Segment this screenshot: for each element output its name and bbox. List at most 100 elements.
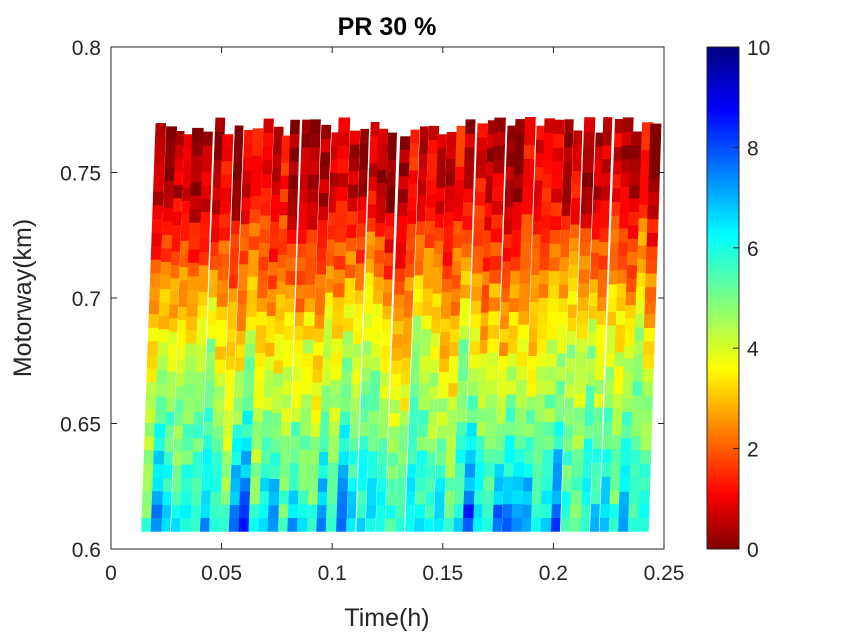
trace-segment	[621, 424, 633, 439]
trace-segment	[544, 380, 557, 395]
trace-segment	[513, 434, 526, 449]
trace-segment	[529, 301, 540, 316]
trace-segment	[172, 197, 183, 212]
trace-segment	[195, 344, 206, 359]
trace-segment	[365, 258, 375, 273]
x-tick-label: 0.2	[539, 562, 568, 585]
trace-segment	[302, 352, 314, 368]
trace-segment	[333, 282, 346, 298]
trace-segment	[201, 171, 212, 186]
vehicle-trace	[618, 131, 643, 532]
trace-segment	[315, 287, 326, 302]
trace-segment	[462, 517, 474, 532]
trace-segment	[347, 184, 359, 199]
trace-segment	[330, 351, 343, 367]
trace-segment	[437, 398, 448, 412]
trace-segment	[397, 450, 408, 465]
trace-segment	[151, 504, 163, 519]
trace-segment	[286, 229, 297, 244]
trace-segment	[351, 370, 361, 385]
trace-segment	[320, 124, 332, 140]
trace-segment	[414, 504, 426, 519]
trace-segment	[600, 186, 611, 201]
trace-segment	[440, 318, 451, 333]
trace-segment	[601, 462, 612, 477]
trace-segment	[601, 144, 612, 160]
trace-segment	[156, 369, 168, 384]
trace-segment	[560, 517, 571, 532]
trace-segment	[287, 215, 298, 231]
trace-segment	[164, 153, 177, 168]
trace-segment	[508, 325, 519, 340]
trace-segment	[157, 342, 169, 357]
trace-segment	[344, 277, 356, 292]
trace-segment	[162, 477, 173, 492]
trace-segment	[514, 406, 527, 422]
trace-segment	[446, 436, 456, 451]
trace-segment	[320, 138, 331, 153]
trace-segment	[540, 503, 553, 519]
trace-segment	[308, 146, 320, 162]
trace-segment	[382, 305, 392, 320]
trace-segment	[242, 410, 254, 425]
trace-segment	[451, 287, 461, 303]
trace-segment	[269, 234, 280, 249]
trace-segment	[628, 198, 641, 213]
trace-segment	[530, 274, 541, 289]
trace-segment	[414, 274, 424, 289]
trace-segment	[417, 409, 429, 424]
trace-segment	[165, 126, 178, 141]
trace-segment	[290, 435, 302, 450]
trace-segment	[584, 411, 594, 426]
trace-segment	[539, 242, 552, 257]
trace-segment	[517, 324, 529, 339]
trace-segment	[529, 314, 539, 330]
trace-segment	[640, 436, 652, 451]
trace-segment	[599, 213, 610, 229]
trace-segment	[626, 251, 639, 266]
trace-segment	[622, 397, 634, 412]
trace-segment	[526, 395, 536, 411]
trace-segment	[329, 407, 342, 422]
trace-segment	[608, 270, 619, 285]
trace-segment	[210, 464, 223, 479]
trace-segment	[337, 131, 350, 146]
trace-segment	[223, 422, 233, 438]
trace-segment	[547, 311, 559, 327]
trace-segment	[187, 248, 200, 263]
trace-segment	[641, 381, 654, 396]
trace-segment	[204, 393, 215, 408]
trace-segment	[583, 131, 595, 146]
trace-segment	[172, 478, 183, 493]
trace-segment	[540, 517, 552, 532]
trace-segment	[406, 236, 416, 251]
trace-segment	[609, 489, 621, 505]
trace-segment	[454, 193, 464, 208]
trace-segment	[346, 210, 358, 225]
trace-segment	[612, 393, 625, 408]
trace-segment	[363, 312, 373, 328]
trace-segment	[175, 131, 185, 145]
trace-segment	[211, 438, 224, 453]
trace-segment	[386, 465, 398, 480]
trace-segment	[562, 477, 572, 492]
trace-segment	[395, 504, 406, 519]
trace-segment	[469, 327, 481, 342]
trace-segment	[490, 241, 503, 257]
trace-segment	[234, 357, 247, 372]
trace-segment	[249, 489, 261, 505]
trace-segment	[197, 304, 208, 319]
trace-segment	[183, 396, 196, 411]
trace-segment	[485, 393, 498, 408]
trace-segment	[359, 142, 369, 157]
trace-segment	[304, 284, 316, 299]
trace-segment	[522, 504, 532, 519]
trace-segment	[445, 450, 456, 465]
trace-segment	[353, 329, 363, 345]
trace-segment	[353, 316, 363, 331]
trace-segment	[385, 199, 395, 213]
trace-segment	[476, 136, 488, 152]
trace-segment	[614, 351, 626, 367]
trace-segment	[535, 379, 547, 395]
trace-segment	[255, 338, 266, 353]
